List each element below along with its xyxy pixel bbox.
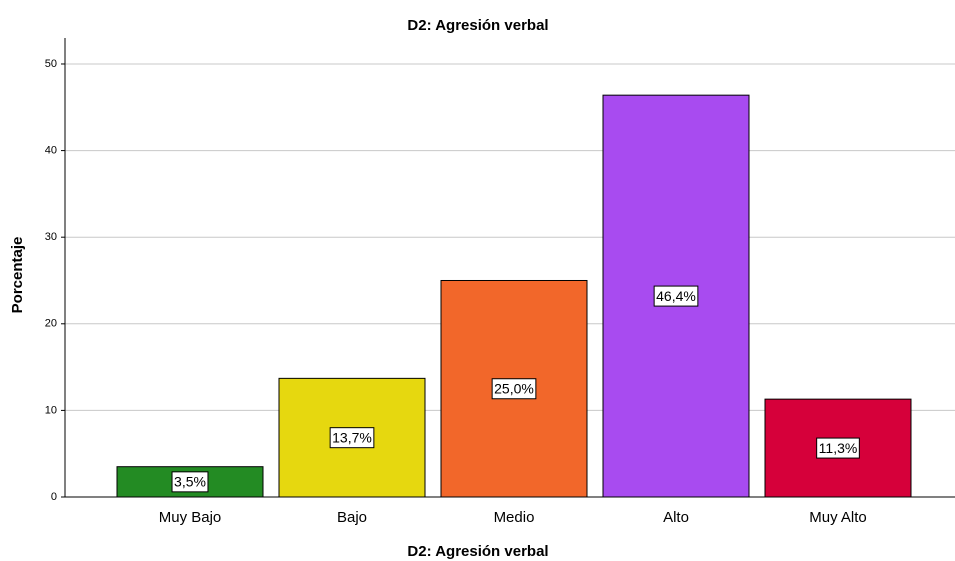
value-label-box	[653, 285, 699, 307]
value-label-box	[171, 471, 209, 493]
y-tick-label: 0	[51, 491, 57, 503]
x-tick-label: Bajo	[337, 509, 367, 526]
x-tick-label: Medio	[494, 509, 535, 526]
x-tick-label: Muy Bajo	[159, 509, 222, 526]
y-tick-label: 10	[45, 404, 57, 416]
chart-title: D2: Agresión verbal	[407, 17, 548, 34]
x-tick-label: Muy Alto	[809, 509, 867, 526]
value-label-box	[491, 378, 537, 400]
y-tick-label: 40	[45, 144, 57, 156]
value-label-box	[816, 437, 860, 459]
x-axis-title: D2: Agresión verbal	[407, 543, 548, 560]
value-label-box	[329, 427, 375, 449]
value-label: 11,3%	[819, 440, 858, 456]
y-tick-label: 30	[45, 231, 57, 243]
y-tick-label: 20	[45, 318, 57, 330]
value-label: 25,0%	[494, 380, 534, 396]
value-label: 46,4%	[656, 288, 696, 304]
value-label: 13,7%	[332, 429, 372, 445]
y-axis-title: Porcentaje	[9, 237, 26, 314]
y-tick-label: 50	[45, 58, 57, 70]
x-tick-label: Alto	[663, 509, 689, 526]
value-label: 3,5%	[174, 474, 206, 490]
